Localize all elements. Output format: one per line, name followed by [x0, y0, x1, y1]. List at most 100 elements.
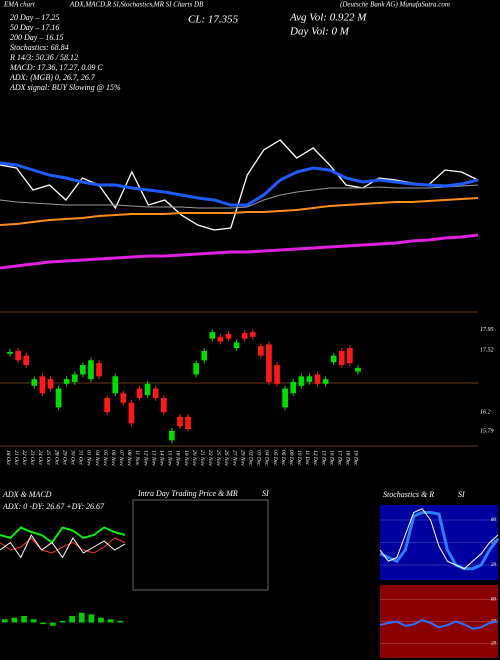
candle-body	[55, 388, 62, 408]
x-tick-label: 23 Oct	[29, 450, 35, 465]
candle-body	[241, 333, 248, 339]
x-tick-label: 22 Oct	[21, 450, 27, 465]
intraday-title: Intra Day Trading Price & MR	[137, 489, 238, 498]
candle-body	[88, 360, 94, 380]
indicator-line	[0, 184, 479, 209]
x-tick-label: 19 Dec	[353, 450, 359, 466]
y-tick-label: 20	[491, 642, 497, 647]
x-tick-label: 13 Dec	[320, 450, 326, 466]
intraday-panel	[132, 499, 269, 591]
x-tick-label: 04 Nov	[94, 450, 101, 466]
x-tick-label: 11 Dec	[304, 450, 310, 466]
x-tick-label: 18 Dec	[345, 450, 351, 466]
candle-body	[290, 381, 297, 394]
x-tick-label: 06 Nov	[110, 450, 116, 466]
x-tick-label: 24 Oct	[37, 450, 44, 465]
header-left: EMA chart	[3, 1, 36, 9]
candle-body	[63, 379, 70, 384]
histogram-bar	[88, 614, 95, 623]
candle-body	[217, 336, 224, 342]
candle-body	[330, 355, 337, 363]
x-tick-label: 08 Nov	[126, 450, 132, 466]
indicator-line	[0, 197, 479, 226]
x-tick-label: 22 Nov	[207, 450, 213, 466]
indicator-stat: ADX signal: BUY Slowing @ 15%	[9, 83, 121, 92]
y-tick-label: 16.2	[480, 409, 491, 415]
candle-body	[249, 332, 256, 337]
y-tick-label: 20	[491, 563, 497, 568]
x-tick-label: 07 Nov	[118, 450, 124, 466]
indicator-stat: 200 Day – 16.15	[10, 33, 63, 42]
x-tick-label: 18 Nov	[175, 450, 181, 466]
candle-body	[201, 350, 208, 361]
candle-body	[144, 383, 151, 396]
indicator-line	[379, 511, 500, 571]
x-tick-label: 09 Dec	[288, 450, 294, 466]
candle-body	[104, 397, 110, 413]
candle-body	[266, 344, 272, 382]
histogram-bar	[11, 617, 18, 623]
indicator-stat: MACD: 17.36, 17.27, 0.09 C	[9, 63, 103, 72]
panel-title: SI	[458, 490, 465, 499]
indicator-stat: Stochastics: 68.84	[10, 43, 69, 52]
histogram-bar	[78, 612, 85, 623]
candle-body	[274, 365, 280, 384]
x-tick-label: 29 Oct	[61, 450, 67, 465]
candle-body	[282, 388, 288, 408]
candle-body	[23, 355, 30, 366]
histogram-bar	[40, 622, 47, 625]
histogram-bar	[30, 619, 37, 623]
histogram-bar	[59, 620, 66, 623]
candle-body	[160, 397, 167, 413]
x-tick-label: 28 Oct	[53, 450, 59, 465]
panel-background	[380, 585, 498, 658]
x-tick-label: 10 Dec	[296, 450, 302, 466]
x-tick-label: 02 Dec	[248, 450, 254, 466]
candle-body	[47, 379, 54, 389]
indicator-stat: ADX: (MGB) 0, 26.7, 26.7	[9, 73, 96, 82]
histogram-bar	[107, 619, 114, 623]
candle-body	[15, 350, 21, 361]
indicator-line	[379, 508, 499, 570]
candle-body	[80, 365, 86, 375]
panel-subtitle: ADX: 0 -DY: 26.67 +DY: 26.67	[2, 502, 105, 511]
x-tick-label: 11 Nov	[134, 450, 140, 466]
y-tick-label: 80	[491, 598, 497, 603]
x-tick-label: 30 Oct	[70, 449, 76, 465]
histogram-bar	[50, 622, 56, 626]
indicator-line	[0, 161, 479, 207]
candle-body	[338, 350, 345, 366]
x-tick-label: 25 Nov	[215, 450, 221, 466]
histogram-bar	[21, 616, 27, 623]
y-tick-label: 80	[491, 518, 497, 523]
candle-body	[112, 376, 119, 394]
candle-body	[185, 416, 191, 430]
x-tick-label: 12 Nov	[142, 450, 148, 466]
candle-body	[314, 374, 321, 384]
candle-body	[7, 351, 13, 354]
x-tick-label: 03 Dec	[256, 450, 262, 466]
x-tick-label: 25 Oct	[45, 450, 51, 465]
indicator-stat: 50 Day – 17.16	[10, 23, 59, 32]
candle-body	[193, 363, 199, 375]
x-tick-label: 13 Nov	[150, 450, 156, 466]
candle-body	[39, 376, 46, 394]
candle-body	[136, 388, 143, 398]
candle-body	[258, 346, 264, 356]
intraday-title: SI	[262, 489, 269, 498]
histogram-bar	[98, 617, 104, 623]
candle-body	[322, 379, 329, 384]
y-tick-label: 17.95	[480, 327, 494, 333]
candle-body	[355, 367, 361, 372]
candle-body	[209, 332, 216, 339]
close-price: CL: 17.355	[188, 14, 239, 26]
candle-body	[31, 379, 38, 386]
x-tick-label: 31 Oct	[78, 449, 84, 465]
x-tick-label: 16 Dec	[328, 450, 334, 466]
candle-body	[306, 376, 313, 382]
x-tick-label: 12 Dec	[312, 450, 318, 466]
histogram-bar	[69, 616, 75, 623]
x-tick-label: 27 Nov	[231, 450, 237, 466]
